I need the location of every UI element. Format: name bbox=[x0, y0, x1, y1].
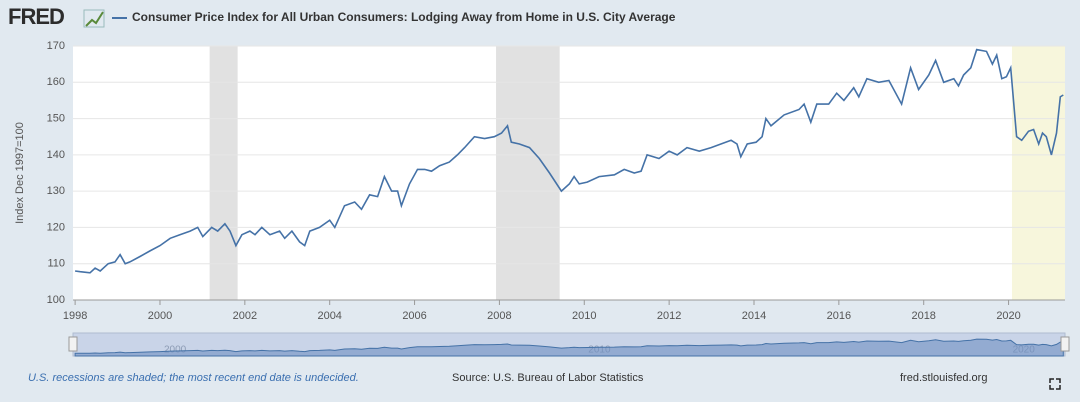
x-tick-label: 2010 bbox=[572, 310, 596, 322]
logo-frame bbox=[83, 9, 105, 28]
y-tick-label: 110 bbox=[47, 258, 65, 270]
x-tick-label: 2002 bbox=[233, 310, 257, 322]
fullscreen-icon[interactable] bbox=[1049, 378, 1061, 390]
chart-title: Consumer Price Index for All Urban Consu… bbox=[132, 10, 676, 24]
logo-icon bbox=[85, 11, 104, 27]
x-tick-label: 2012 bbox=[657, 310, 681, 322]
y-axis-label: Index Dec 1997=100 bbox=[14, 122, 26, 224]
y-tick-label: 130 bbox=[47, 185, 65, 197]
footer-source: Source: U.S. Bureau of Labor Statistics bbox=[452, 372, 644, 384]
navigator-handle[interactable] bbox=[1060, 336, 1070, 352]
undecided-shade bbox=[1011, 46, 1065, 300]
y-tick-label: 160 bbox=[47, 76, 65, 88]
recession-shade bbox=[209, 46, 238, 300]
navigator-area bbox=[74, 338, 1064, 357]
x-tick-label: 1998 bbox=[63, 310, 87, 322]
x-tick-label: 2014 bbox=[742, 310, 766, 322]
data-line bbox=[74, 48, 1064, 274]
x-tick-label: 2008 bbox=[487, 310, 511, 322]
logo: FRED bbox=[8, 4, 64, 29]
navigator-tick-label: 2000 bbox=[164, 345, 187, 356]
y-tick-label: 120 bbox=[47, 221, 65, 233]
x-tick-label: 2000 bbox=[148, 310, 172, 322]
x-tick-label: 2004 bbox=[317, 310, 341, 322]
x-tick-label: 2016 bbox=[827, 310, 851, 322]
footer-site: fred.stlouisfed.org bbox=[900, 372, 987, 384]
x-tick-label: 2020 bbox=[996, 310, 1020, 322]
x-tick-label: 2006 bbox=[402, 310, 426, 322]
navigator-handle[interactable] bbox=[68, 336, 78, 352]
y-tick-label: 140 bbox=[47, 149, 65, 161]
plot-background bbox=[73, 46, 1065, 300]
x-tick-label: 2018 bbox=[911, 310, 935, 322]
footer-note: U.S. recessions are shaded; the most rec… bbox=[28, 372, 359, 384]
y-tick-label: 150 bbox=[47, 112, 65, 124]
y-tick-label: 170 bbox=[47, 40, 65, 52]
y-tick-label: 100 bbox=[47, 294, 65, 306]
